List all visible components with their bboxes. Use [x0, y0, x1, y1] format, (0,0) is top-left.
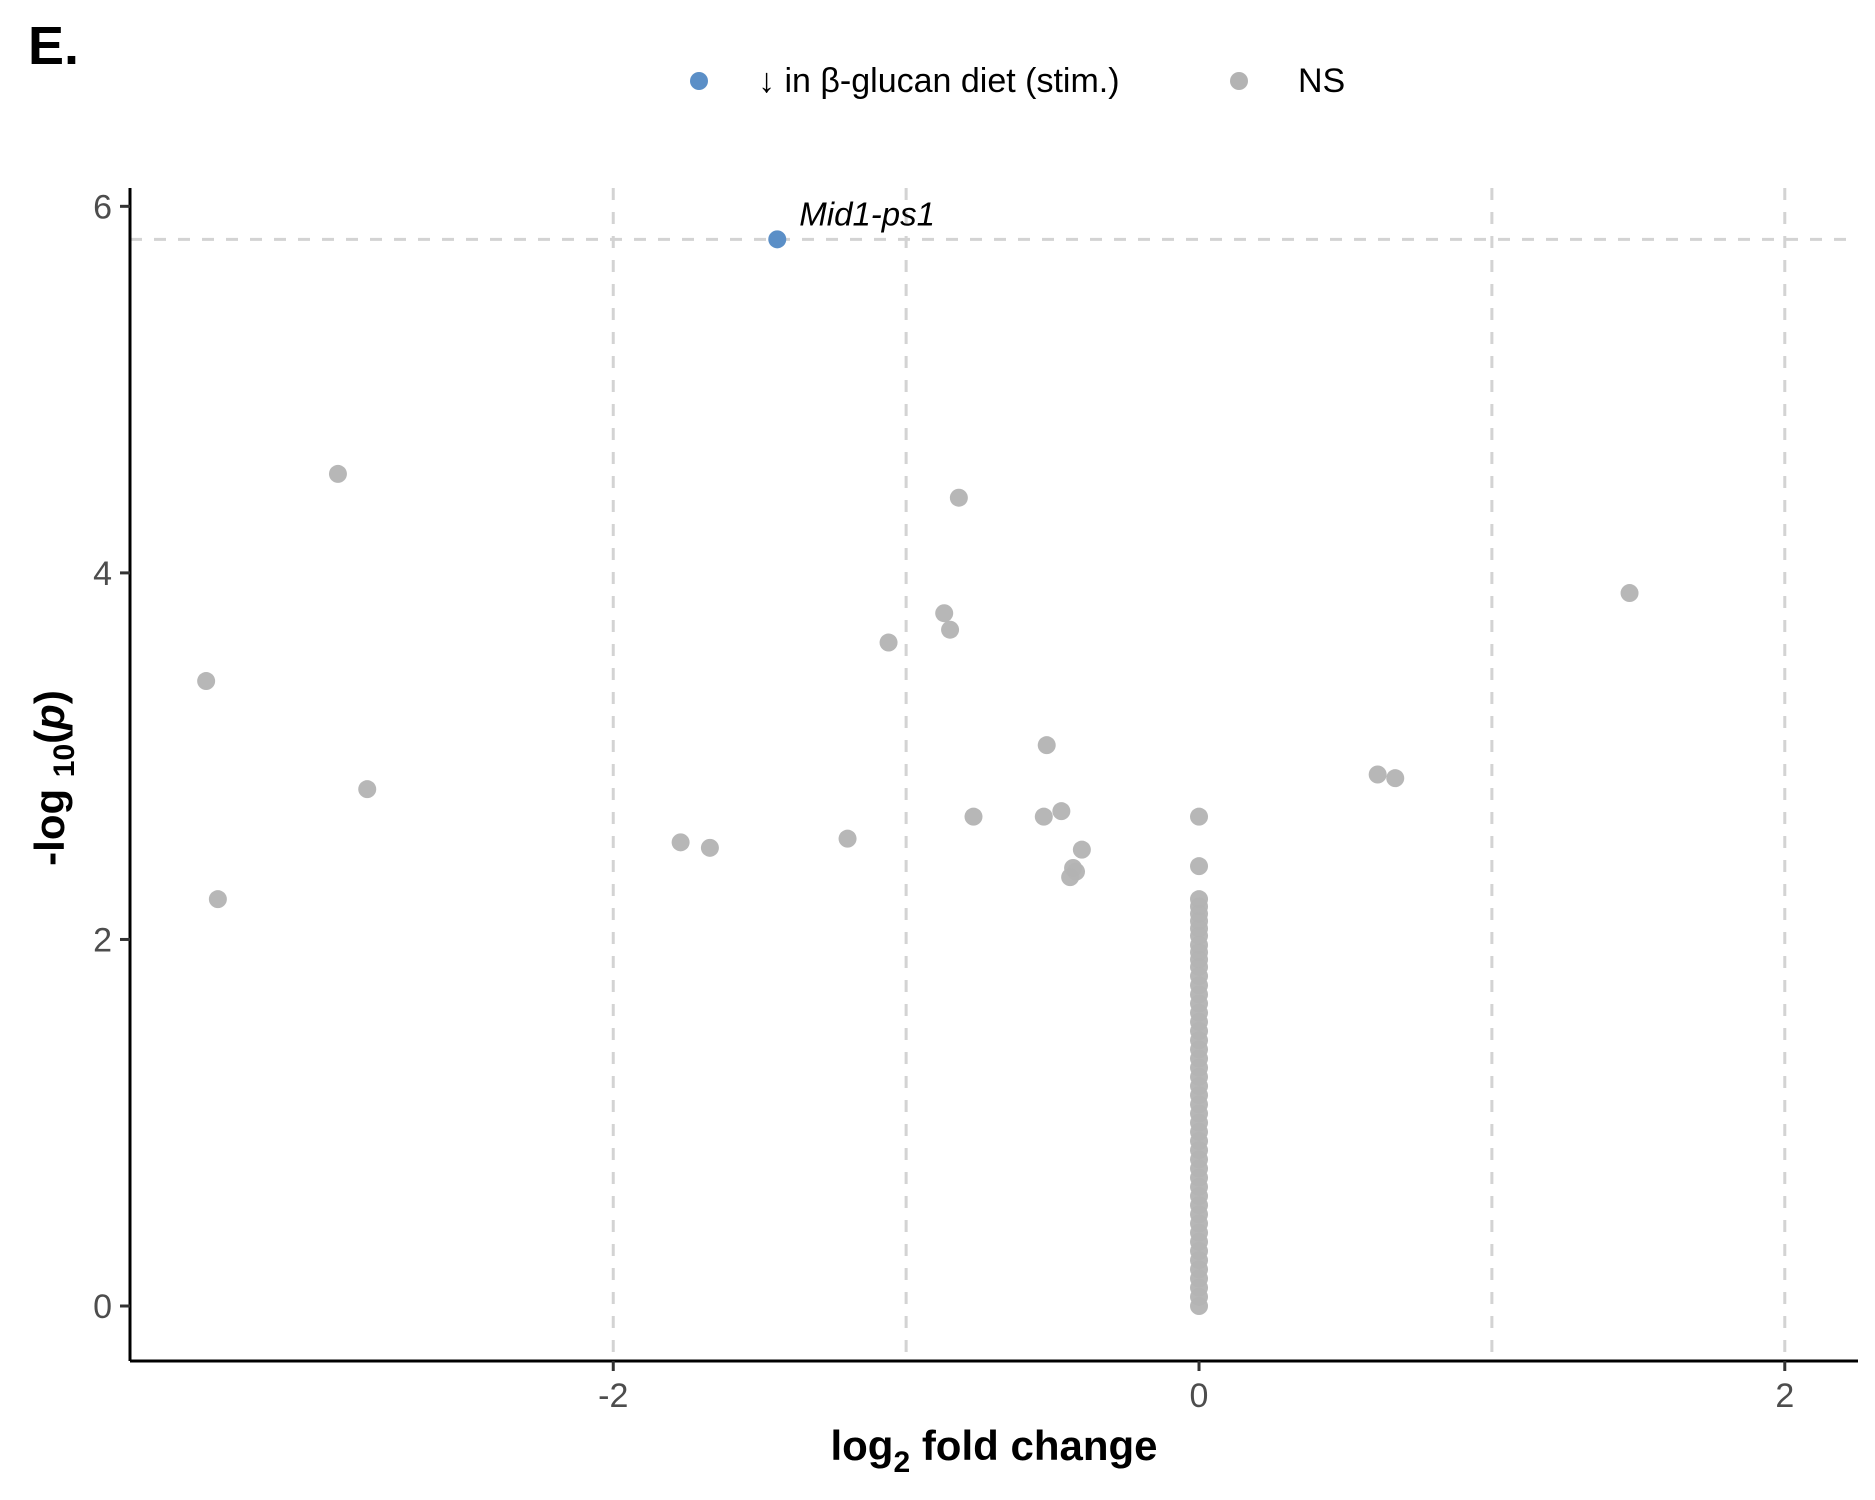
ns-point	[358, 780, 377, 799]
ns-point	[1072, 840, 1091, 859]
y-tick-label: 6	[93, 188, 112, 226]
x-tick-label: -2	[598, 1377, 628, 1415]
y-tick-label: 2	[93, 921, 112, 959]
ns-point	[1052, 802, 1071, 821]
legend-swatch-significant	[690, 72, 708, 90]
ns-point	[328, 464, 347, 483]
x-axis-ticks: -2 0 2	[598, 1361, 1794, 1415]
legend-swatch-ns	[1230, 72, 1248, 90]
ns-point	[879, 633, 898, 652]
threshold-lines	[130, 188, 1858, 1361]
ns-point	[1061, 868, 1080, 887]
ns-point	[1620, 584, 1639, 603]
ns-points	[197, 464, 1639, 1316]
y-axis-ticks: 0 2 4 6	[93, 188, 130, 1326]
x-tick-label: 0	[1190, 1377, 1209, 1415]
gene-label: Mid1-ps1	[799, 195, 935, 232]
ns-point	[949, 488, 968, 507]
ns-point	[1034, 807, 1053, 826]
ns-point	[935, 604, 954, 623]
ns-point	[838, 829, 857, 848]
ns-point	[1190, 807, 1209, 826]
ns-point	[197, 672, 216, 691]
ns-point	[208, 890, 227, 909]
ns-point	[1190, 857, 1209, 876]
legend-label-significant: ↓ in β-glucan diet (stim.)	[758, 62, 1120, 100]
ns-point	[1190, 1297, 1209, 1316]
y-tick-label: 4	[93, 555, 112, 593]
x-axis-title: log2 fold change	[830, 1422, 1157, 1479]
point-annotations: Mid1-ps1	[799, 195, 935, 232]
panel-label: E.	[28, 16, 79, 76]
x-tick-label: 2	[1775, 1377, 1794, 1415]
legend: ↓ in β-glucan diet (stim.) NS	[690, 62, 1345, 100]
y-axis-title: -log 10(p)	[26, 690, 81, 866]
ns-point	[941, 620, 960, 639]
ns-point	[1037, 736, 1056, 755]
ns-point	[1386, 769, 1405, 788]
ns-point	[700, 838, 719, 857]
legend-label-ns: NS	[1298, 62, 1345, 100]
significant-points	[768, 230, 787, 249]
ns-point	[1368, 765, 1387, 784]
y-tick-label: 0	[93, 1288, 112, 1326]
ns-point	[671, 833, 690, 852]
significant-point	[768, 230, 787, 249]
ns-point	[964, 807, 983, 826]
